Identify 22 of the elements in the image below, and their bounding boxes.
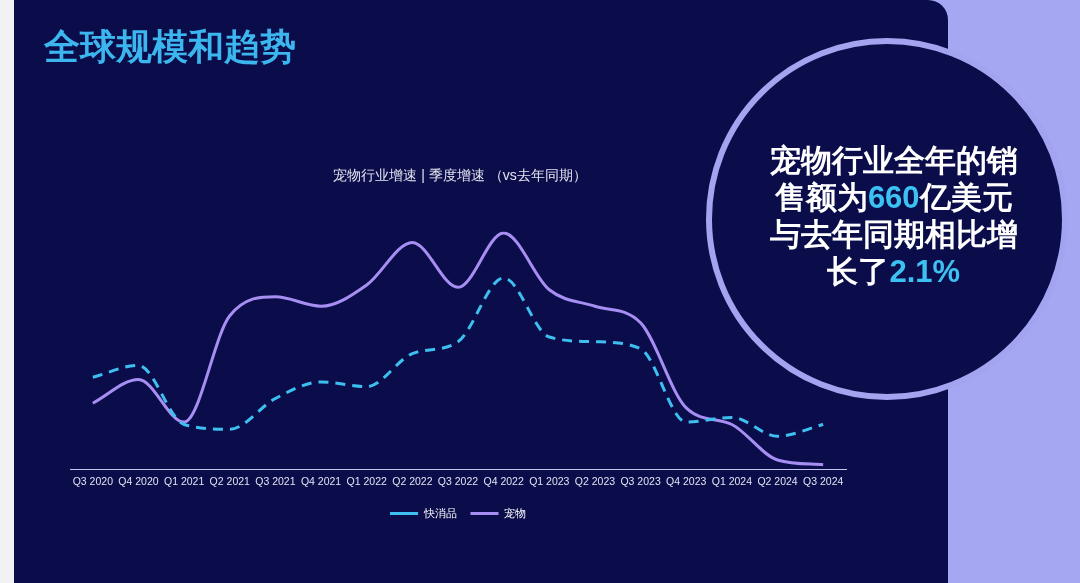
legend-label: 快消品 — [422, 506, 457, 519]
annotation: 宠物行业全年的销售额为660亿美元与去年同期相比增长了2.1% — [769, 143, 1018, 289]
x-tick-label: Q2 2021 — [209, 474, 251, 487]
x-tick-label: Q1 2024 — [711, 474, 753, 487]
x-tick-label: Q2 2024 — [757, 474, 798, 487]
x-tick-label: Q3 2021 — [255, 474, 296, 487]
x-tick-label: Q3 2020 — [72, 474, 114, 487]
x-tick-label: Q1 2021 — [163, 474, 205, 487]
x-tick-label: Q4 2023 — [666, 474, 707, 487]
x-tick-label: Q3 2023 — [620, 474, 661, 487]
legend-label: 宠物 — [504, 506, 526, 519]
x-tick-label: Q1 2023 — [529, 474, 570, 487]
x-tick-label: Q1 2022 — [346, 474, 387, 487]
x-tick-label: Q3 2024 — [803, 474, 844, 487]
x-tick-label: Q4 2021 — [300, 474, 342, 487]
x-tick-label: Q2 2022 — [392, 474, 433, 487]
x-tick-label: Q4 2020 — [118, 474, 159, 487]
x-tick-label: Q2 2023 — [574, 474, 616, 487]
x-tick-label: Q3 2022 — [437, 474, 479, 487]
x-tick-label: Q4 2022 — [483, 474, 524, 487]
chart-subtitle: 宠物行业增速 | 季度增速 （vs去年同期） — [332, 166, 588, 185]
chart-title: 全球规模和趋势 — [44, 26, 296, 68]
